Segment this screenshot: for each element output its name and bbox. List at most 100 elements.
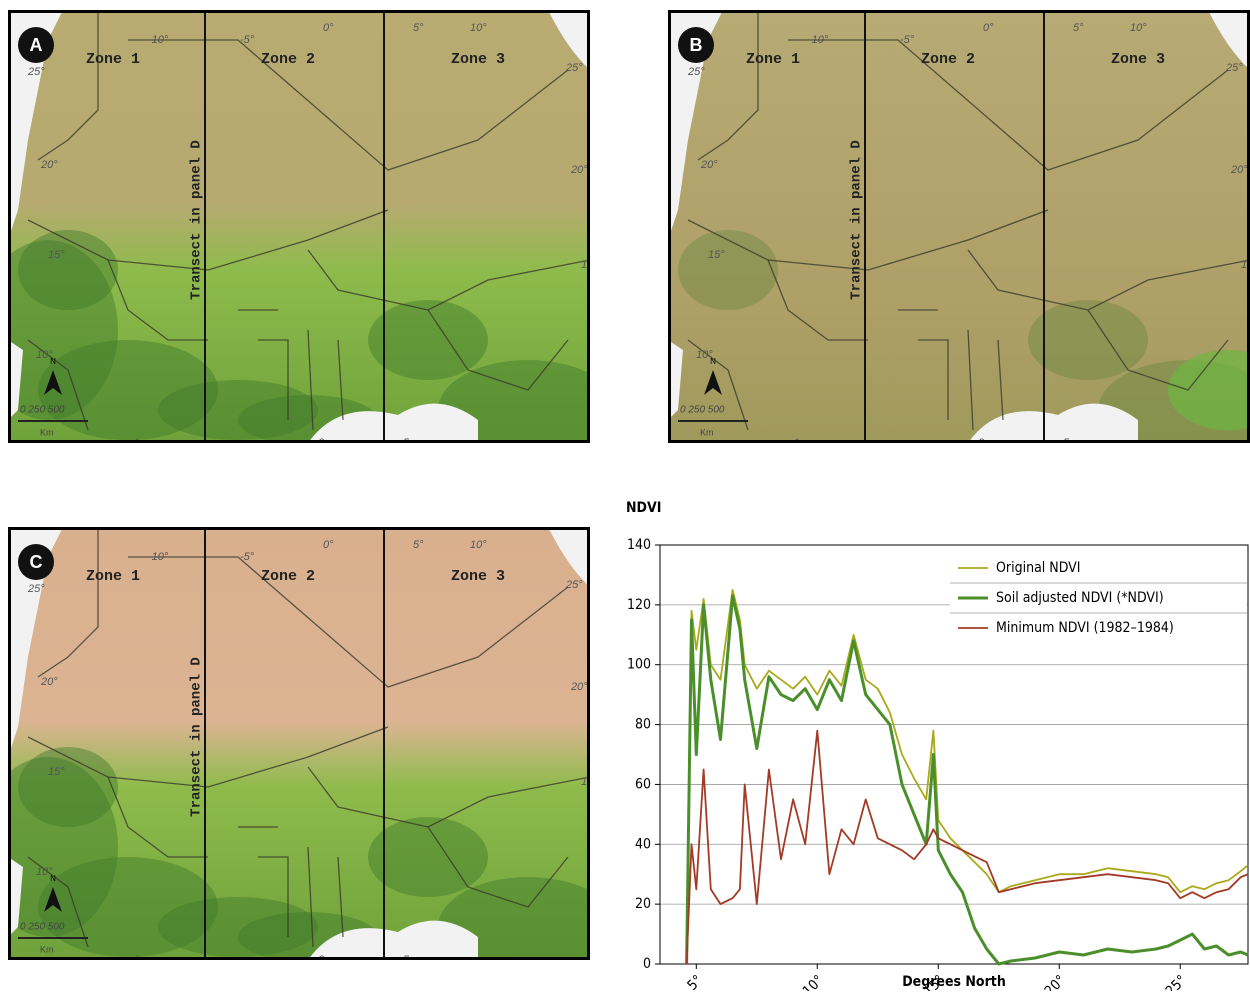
plot-frame bbox=[659, 544, 1249, 965]
vegetation bbox=[8, 240, 118, 420]
sea bbox=[968, 403, 1138, 443]
sea bbox=[668, 340, 683, 420]
scale-label: 0 250 500 bbox=[680, 405, 725, 416]
y-tick-label: 40 bbox=[635, 836, 651, 852]
degree-label: 10° bbox=[470, 539, 487, 551]
degree-label: 15° bbox=[48, 249, 65, 261]
degree-label: 5 bbox=[1063, 437, 1070, 449]
y-tick-label: 100 bbox=[627, 657, 651, 673]
north-arrow bbox=[44, 887, 62, 912]
degree-label: 20° bbox=[40, 676, 58, 688]
vegetation bbox=[368, 300, 488, 380]
border bbox=[128, 556, 569, 688]
degree-label: 15° bbox=[48, 766, 65, 778]
degree-label: 5° bbox=[1073, 22, 1084, 34]
degree-label: 0° bbox=[983, 22, 994, 34]
degree-label: 15° bbox=[581, 776, 598, 788]
vegetation bbox=[1168, 350, 1250, 430]
border bbox=[307, 846, 314, 948]
land bbox=[668, 10, 1250, 443]
sea bbox=[548, 10, 590, 70]
land bbox=[8, 10, 590, 443]
map-panel: -10° -5° 0° 5° 10° 25° 20° 15° 25° 20° 15° 10° -1 0 5 0… bbox=[8, 10, 590, 449]
border bbox=[687, 339, 749, 431]
panel-badge bbox=[678, 27, 714, 63]
scale-unit: Km bbox=[40, 427, 54, 437]
degree-label: 15° bbox=[1241, 259, 1250, 271]
degree-label: 0 bbox=[318, 954, 325, 966]
legend-label: Soil adjusted NDVI (*NDVI) bbox=[996, 590, 1164, 606]
border bbox=[27, 726, 389, 788]
border bbox=[337, 339, 344, 421]
border bbox=[27, 339, 89, 431]
degree-label: -10° bbox=[148, 551, 169, 563]
north-arrow bbox=[44, 370, 62, 395]
border bbox=[337, 856, 344, 938]
degree-label: 20° bbox=[40, 159, 58, 171]
degree-label: 0° bbox=[323, 22, 334, 34]
border bbox=[107, 776, 208, 858]
north-label: N bbox=[710, 357, 716, 366]
map-body: -10° -5° 0° 5° 10° 25° 20° 15° 25° 20° 15° 10° -1 0 5 0… bbox=[8, 10, 590, 449]
degree-label: 10° bbox=[1130, 22, 1147, 34]
degree-label: 5 bbox=[403, 437, 410, 449]
map-panel: -10° -5° 0° 5° 10° 25° 20° 15° 25° 20° 15° 10° -1 0 5 0… bbox=[8, 527, 598, 966]
y-tick-label: 20 bbox=[635, 896, 651, 912]
degree-label: 20° bbox=[570, 164, 588, 176]
sea bbox=[8, 340, 23, 420]
degree-label: 0 bbox=[318, 437, 325, 449]
legend-label: Original NDVI bbox=[996, 560, 1081, 576]
zone-label: Zone 2 bbox=[261, 568, 315, 585]
border bbox=[258, 856, 289, 937]
vegetation bbox=[1028, 300, 1148, 380]
transect-label: Transect in panel D bbox=[189, 140, 205, 300]
degree-label: 25° bbox=[27, 66, 45, 78]
scale-unit: Km bbox=[40, 944, 54, 954]
vegetation bbox=[438, 877, 590, 960]
map-frame bbox=[8, 10, 590, 443]
border bbox=[767, 259, 868, 341]
transect-label: Transect in panel D bbox=[849, 140, 865, 300]
degree-label: -1 bbox=[130, 437, 140, 449]
border bbox=[427, 309, 569, 391]
degree-label: 10° bbox=[696, 349, 713, 361]
zone-label: Zone 3 bbox=[451, 51, 505, 68]
x-axis-title: Degrees North bbox=[902, 974, 1006, 990]
x-tick-label: 20° bbox=[1042, 972, 1069, 991]
degree-label: 25° bbox=[1225, 62, 1243, 74]
vegetation bbox=[18, 747, 118, 827]
degree-label: 5° bbox=[413, 539, 424, 551]
degree-label: 25° bbox=[687, 66, 705, 78]
legend-box bbox=[950, 552, 1247, 646]
zone-label: Zone 3 bbox=[451, 568, 505, 585]
sea bbox=[8, 527, 63, 757]
degree-label: 5° bbox=[413, 22, 424, 34]
border bbox=[687, 209, 1049, 271]
vegetation bbox=[158, 897, 318, 957]
zone-label: Zone 2 bbox=[921, 51, 975, 68]
degree-label: 5 bbox=[403, 954, 410, 966]
degree-label: -1 bbox=[790, 437, 800, 449]
degree-label: -10° bbox=[148, 34, 169, 46]
degree-label: -5° bbox=[240, 551, 255, 563]
panel-letter: C bbox=[30, 552, 43, 572]
border bbox=[997, 339, 1004, 421]
series-line bbox=[685, 594, 1249, 966]
map-body: -10° -5° 0° 5° 10° 25° 20° 15° 25° 20° 15° 10° -1 0 5 0… bbox=[8, 527, 598, 966]
border bbox=[1087, 309, 1229, 391]
border bbox=[697, 10, 759, 161]
y-tick-label: 120 bbox=[627, 597, 651, 613]
vegetation bbox=[368, 817, 488, 897]
degree-label: -5° bbox=[240, 34, 255, 46]
vegetation bbox=[8, 757, 118, 937]
border bbox=[967, 329, 974, 431]
zone-label: Zone 2 bbox=[261, 51, 315, 68]
vegetation bbox=[678, 230, 778, 310]
border bbox=[107, 259, 208, 341]
north-label: N bbox=[50, 357, 56, 366]
map-frame bbox=[668, 10, 1250, 443]
border bbox=[258, 339, 289, 420]
degree-label: -1 bbox=[130, 954, 140, 966]
